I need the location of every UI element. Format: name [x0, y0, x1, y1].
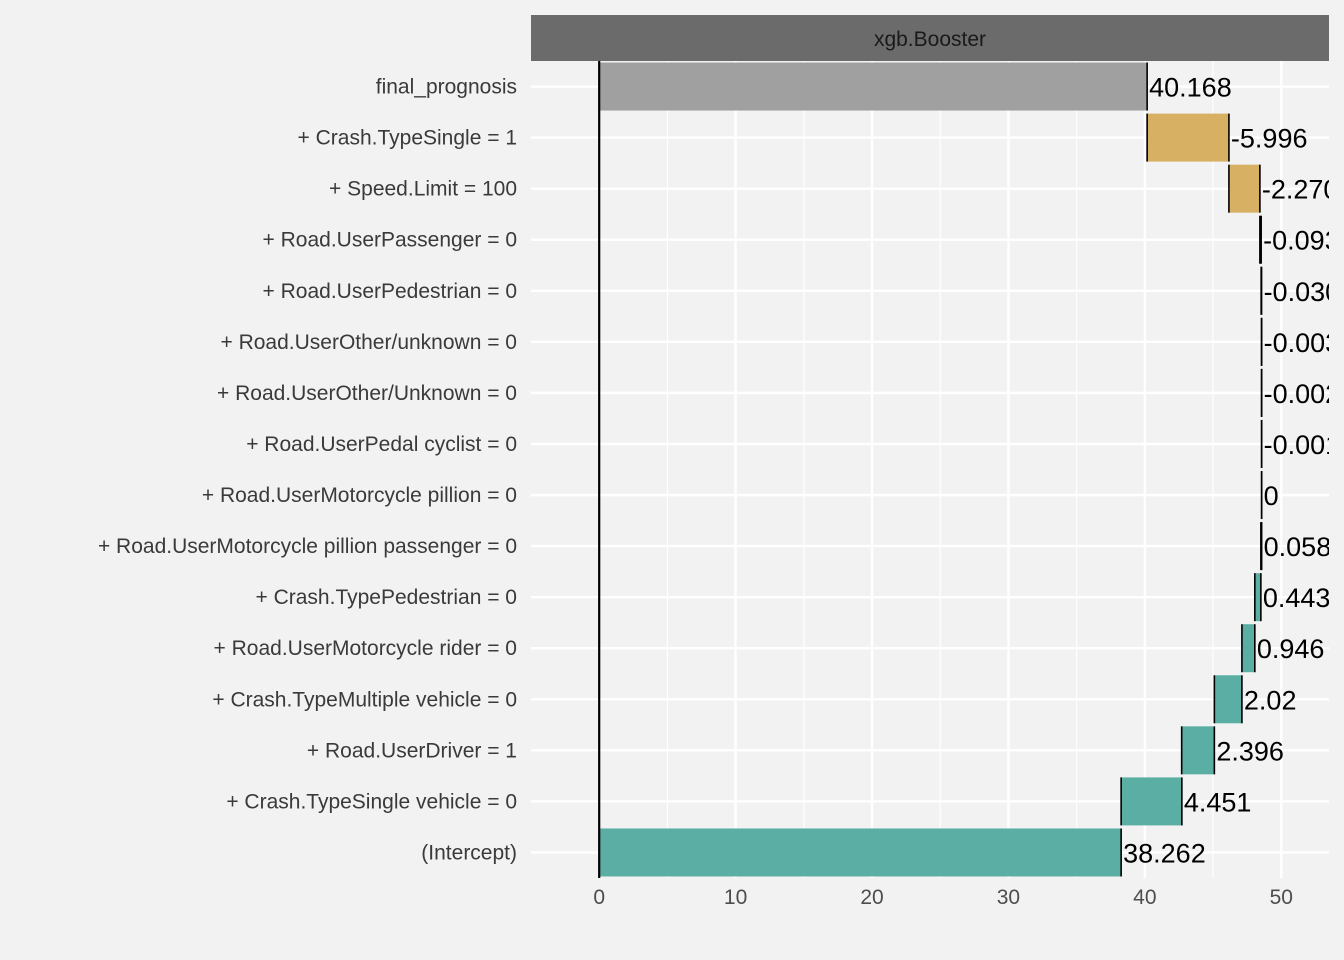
value-label: 2.396 — [1216, 736, 1284, 766]
value-label: 38.262 — [1123, 838, 1206, 868]
bar — [1254, 573, 1261, 622]
x-axis-ticks: 0 10 20 30 40 50 — [593, 886, 1293, 909]
bar — [1181, 726, 1215, 775]
y-axis-label: + Road.UserPassenger = 0 — [263, 229, 517, 252]
bar — [599, 828, 1122, 877]
y-axis-label: + Road.UserMotorcycle pillion passenger … — [98, 535, 517, 558]
y-axis-label: + Road.UserDriver = 1 — [307, 739, 517, 762]
x-tick-label: 10 — [724, 886, 747, 909]
value-label: 4.451 — [1184, 787, 1252, 817]
y-axis-label: + Road.UserPedestrian = 0 — [263, 280, 517, 303]
y-axis-label: + Road.UserMotorcycle rider = 0 — [214, 637, 517, 660]
y-axis-label: + Crash.TypeMultiple vehicle = 0 — [212, 688, 517, 711]
value-label: -2.270 — [1262, 175, 1339, 205]
panel-title: xgb.Booster — [874, 28, 986, 51]
value-label: -0.001 — [1264, 430, 1341, 460]
y-axis-label: + Road.UserOther/Unknown = 0 — [217, 382, 517, 405]
value-label: 40.168 — [1149, 73, 1232, 103]
x-tick-label: 40 — [1133, 886, 1156, 909]
y-axis-label: + Crash.TypeSingle vehicle = 0 — [226, 790, 517, 813]
x-tick-label: 50 — [1270, 886, 1293, 909]
value-label: -0.030 — [1264, 277, 1341, 307]
bars — [598, 61, 1263, 878]
bar — [1241, 624, 1255, 673]
value-label: -0.093 — [1263, 226, 1340, 256]
y-axis-label: + Speed.Limit = 100 — [329, 178, 517, 201]
x-tick-label: 0 — [593, 886, 605, 909]
bar — [599, 62, 1148, 111]
x-tick-label: 30 — [997, 886, 1020, 909]
y-axis-label: final_prognosis — [376, 76, 517, 99]
value-label: -0.002 — [1264, 379, 1341, 409]
y-axis-label: (Intercept) — [421, 841, 517, 864]
value-label: 0.443 — [1263, 583, 1331, 613]
y-axis-label: + Road.UserPedal cyclist = 0 — [246, 433, 517, 456]
y-axis-labels: final_prognosis + Crash.TypeSingle = 1 + S… — [98, 76, 517, 865]
value-labels: 40.168 -5.996 -2.270 -0.093 -0.030 -0.003 -0.0… — [1123, 73, 1341, 869]
panel-strip: xgb.Booster — [531, 15, 1329, 61]
panel-strip-background — [531, 15, 1329, 61]
bar — [1228, 164, 1260, 213]
value-label: 2.02 — [1244, 685, 1297, 715]
x-tick-label: 20 — [860, 886, 883, 909]
y-axis-label: + Crash.TypePedestrian = 0 — [256, 586, 518, 609]
y-axis-label: + Crash.TypeSingle = 1 — [298, 127, 517, 150]
value-label: 0.058 — [1264, 532, 1332, 562]
y-axis-label: + Road.UserMotorcycle pillion = 0 — [202, 484, 517, 507]
value-label: 0 — [1264, 481, 1279, 511]
bar — [1121, 777, 1182, 826]
value-label: 0.946 — [1257, 634, 1325, 664]
grid-lines — [531, 61, 1329, 878]
y-axis-label: + Road.UserOther/unknown = 0 — [220, 331, 517, 354]
bar — [1147, 113, 1229, 162]
value-label: -0.003 — [1264, 328, 1341, 358]
value-label: -5.996 — [1231, 124, 1308, 154]
bar — [1214, 675, 1242, 724]
